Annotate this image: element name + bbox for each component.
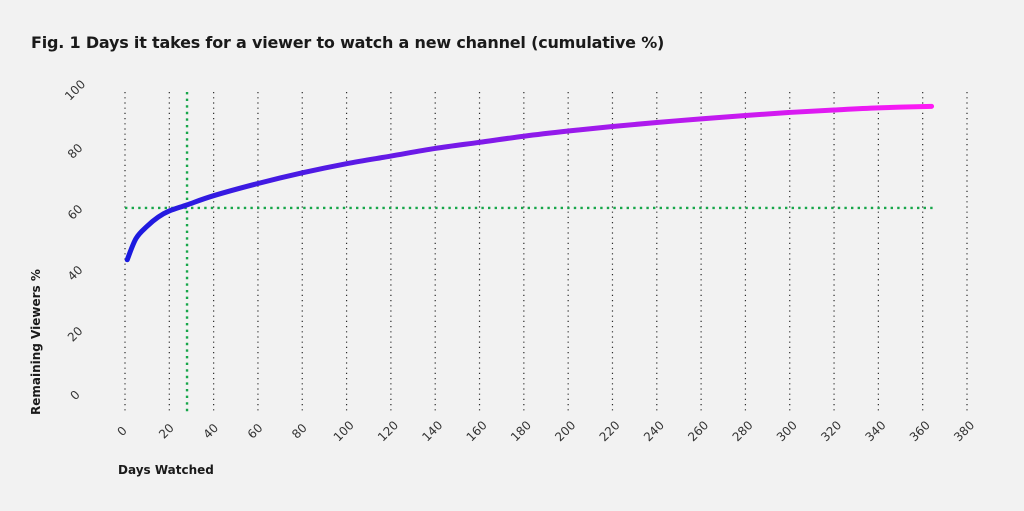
x-tick-label: 20 bbox=[156, 421, 177, 442]
y-tick-label: 40 bbox=[65, 263, 86, 284]
x-axis-title: Days Watched bbox=[118, 463, 214, 477]
x-tick-label: 200 bbox=[552, 418, 578, 444]
chart-title: Fig. 1 Days it takes for a viewer to wat… bbox=[31, 33, 665, 52]
x-tick-label: 320 bbox=[818, 418, 844, 444]
x-tick-label: 260 bbox=[685, 418, 711, 444]
y-tick-label: 0 bbox=[68, 388, 83, 403]
x-tick-label: 80 bbox=[289, 421, 310, 442]
y-tick-label: 100 bbox=[62, 77, 88, 103]
grid-lines bbox=[124, 92, 968, 412]
x-tick-label: 140 bbox=[419, 418, 445, 444]
x-tick-label: 280 bbox=[730, 418, 756, 444]
y-tick-label: 60 bbox=[65, 202, 86, 223]
series-line bbox=[124, 103, 935, 263]
x-tick-label: 160 bbox=[464, 418, 490, 444]
data-series bbox=[124, 103, 935, 263]
x-tick-label: 340 bbox=[862, 418, 888, 444]
y-axis-tick-labels: 0 20 40 60 80 100 bbox=[62, 77, 88, 403]
x-tick-label: 300 bbox=[774, 418, 800, 444]
x-tick-label: 100 bbox=[331, 418, 357, 444]
x-tick-label: 40 bbox=[200, 421, 221, 442]
x-tick-label: 60 bbox=[245, 421, 266, 442]
x-tick-label: 220 bbox=[597, 418, 623, 444]
x-tick-label: 240 bbox=[641, 418, 667, 444]
y-tick-label: 20 bbox=[65, 324, 86, 345]
x-tick-label: 0 bbox=[115, 424, 130, 439]
y-axis-title: Remaining Viewers % bbox=[29, 269, 43, 415]
reference-lines bbox=[125, 92, 936, 412]
x-tick-label: 180 bbox=[508, 418, 534, 444]
y-tick-label: 80 bbox=[65, 141, 86, 162]
x-tick-label: 360 bbox=[907, 418, 933, 444]
x-tick-label: 120 bbox=[375, 418, 401, 444]
x-axis-tick-labels: 0 20 40 60 80 100 120 140 160 180 200 220 240 260 280 3… bbox=[115, 418, 978, 444]
x-tick-label: 380 bbox=[951, 418, 977, 444]
